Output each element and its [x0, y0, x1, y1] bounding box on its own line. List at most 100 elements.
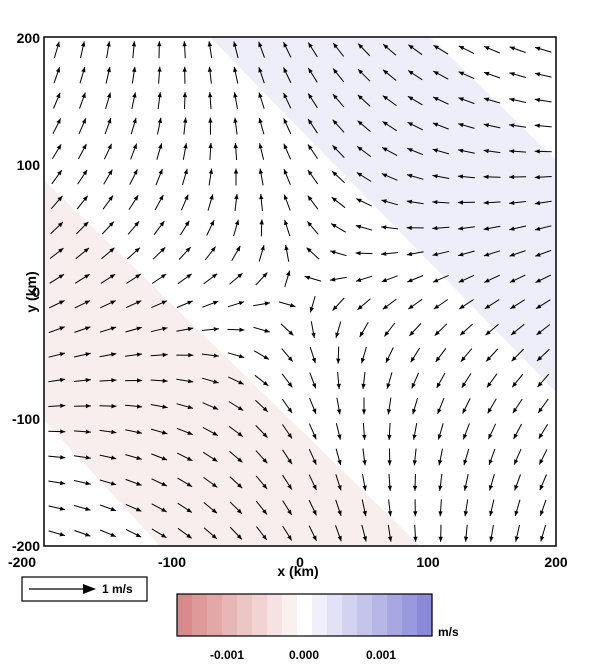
x-tick-labels: -200 -100 0 100 200	[8, 554, 568, 570]
vector-head	[60, 429, 66, 434]
vector-arrow	[253, 326, 270, 333]
vector-arrow	[304, 275, 322, 282]
vector-arrow	[125, 478, 142, 486]
vector-arrow	[100, 300, 116, 309]
vector-arrow	[434, 323, 448, 336]
vector-head	[514, 510, 519, 516]
vector-arrow	[231, 245, 241, 261]
vector-arrow	[48, 300, 65, 309]
vector-head	[357, 120, 363, 126]
vector-arrow	[332, 93, 345, 108]
vector-arrow	[283, 194, 291, 211]
vector-arrow	[483, 97, 501, 104]
vector-arrow	[382, 69, 397, 81]
vector-arrow	[50, 195, 63, 210]
vector-arrow	[281, 424, 293, 439]
y-tick-label: -100	[12, 411, 40, 427]
vector-arrow	[487, 423, 497, 440]
vector-head	[212, 431, 218, 436]
vector-arrow	[78, 118, 87, 135]
vector-head	[108, 221, 114, 227]
vector-head	[132, 143, 137, 149]
vector-head	[535, 278, 541, 283]
vector-arrow	[278, 301, 296, 308]
colorbar-swatch	[372, 594, 388, 636]
vorticity-shading	[44, 37, 556, 546]
vector-arrow	[381, 225, 399, 230]
vector-head	[432, 252, 438, 257]
vector-arrow	[436, 372, 446, 389]
vector-head	[157, 41, 162, 47]
vector-head	[85, 403, 91, 409]
vector-head	[81, 92, 86, 99]
vector-arrow	[361, 397, 367, 415]
vector-arrow	[258, 143, 265, 160]
vector-head	[382, 95, 389, 101]
vector-arrow	[176, 300, 193, 308]
vector-arrow	[181, 168, 188, 186]
vector-head	[331, 223, 337, 228]
vector-arrow	[203, 476, 218, 488]
vector-head	[81, 41, 86, 47]
vector-head	[162, 326, 168, 331]
vector-arrow	[534, 175, 552, 180]
vector-arrow	[511, 373, 524, 388]
vector-arrow	[176, 378, 194, 384]
vector-arrow	[101, 221, 115, 235]
vector-head	[509, 252, 515, 257]
vector-head	[309, 307, 314, 313]
vector-arrow	[202, 300, 219, 308]
vector-arrow	[513, 448, 522, 465]
vector-arrow	[151, 300, 168, 309]
vector-head	[57, 170, 62, 176]
vector-head	[59, 480, 66, 486]
vector-head	[82, 169, 88, 176]
colorbar-swatch	[402, 594, 418, 636]
vector-arrow	[125, 528, 142, 538]
x-tick-label: 0	[296, 554, 304, 570]
vector-arrow	[335, 525, 342, 542]
vector-head	[535, 252, 541, 257]
vector-arrow	[76, 221, 89, 235]
vector-arrow	[534, 225, 552, 231]
vector-head	[233, 41, 238, 47]
vector-head	[410, 356, 416, 363]
vector-arrow	[335, 448, 342, 466]
vector-head	[362, 485, 367, 491]
vector-arrow	[488, 448, 496, 466]
vector-arrow	[335, 499, 342, 517]
vector-arrow	[381, 199, 398, 206]
vector-arrow	[233, 66, 239, 84]
vector-arrow	[229, 272, 243, 285]
vector-head	[387, 536, 393, 542]
vector-head	[288, 330, 294, 336]
vector-head	[304, 275, 311, 280]
vector-arrow	[336, 346, 341, 364]
vector-arrow	[483, 225, 501, 231]
vector-head	[514, 536, 519, 542]
vector-head	[187, 404, 193, 410]
vector-arrow	[514, 499, 521, 517]
vector-arrow	[150, 428, 168, 435]
vector-arrow	[99, 504, 117, 512]
vector-arrow	[125, 454, 142, 460]
vector-head	[406, 225, 412, 231]
vector-arrow	[433, 299, 449, 310]
vector-head	[159, 221, 165, 227]
vector-head	[357, 94, 363, 100]
vector-head	[509, 46, 515, 51]
vector-head	[537, 355, 543, 361]
vector-head	[381, 199, 387, 204]
vector-arrow	[408, 298, 423, 310]
x-tick-label: -200	[8, 554, 36, 570]
vector-arrow	[357, 43, 371, 57]
vector-head	[212, 405, 219, 410]
vector-arrow	[357, 120, 371, 132]
vector-head	[111, 455, 117, 460]
vector-arrow	[74, 326, 91, 333]
vector-head	[509, 278, 516, 283]
vector-head	[56, 92, 61, 99]
vector-head	[208, 168, 214, 174]
vector-head	[458, 97, 464, 102]
